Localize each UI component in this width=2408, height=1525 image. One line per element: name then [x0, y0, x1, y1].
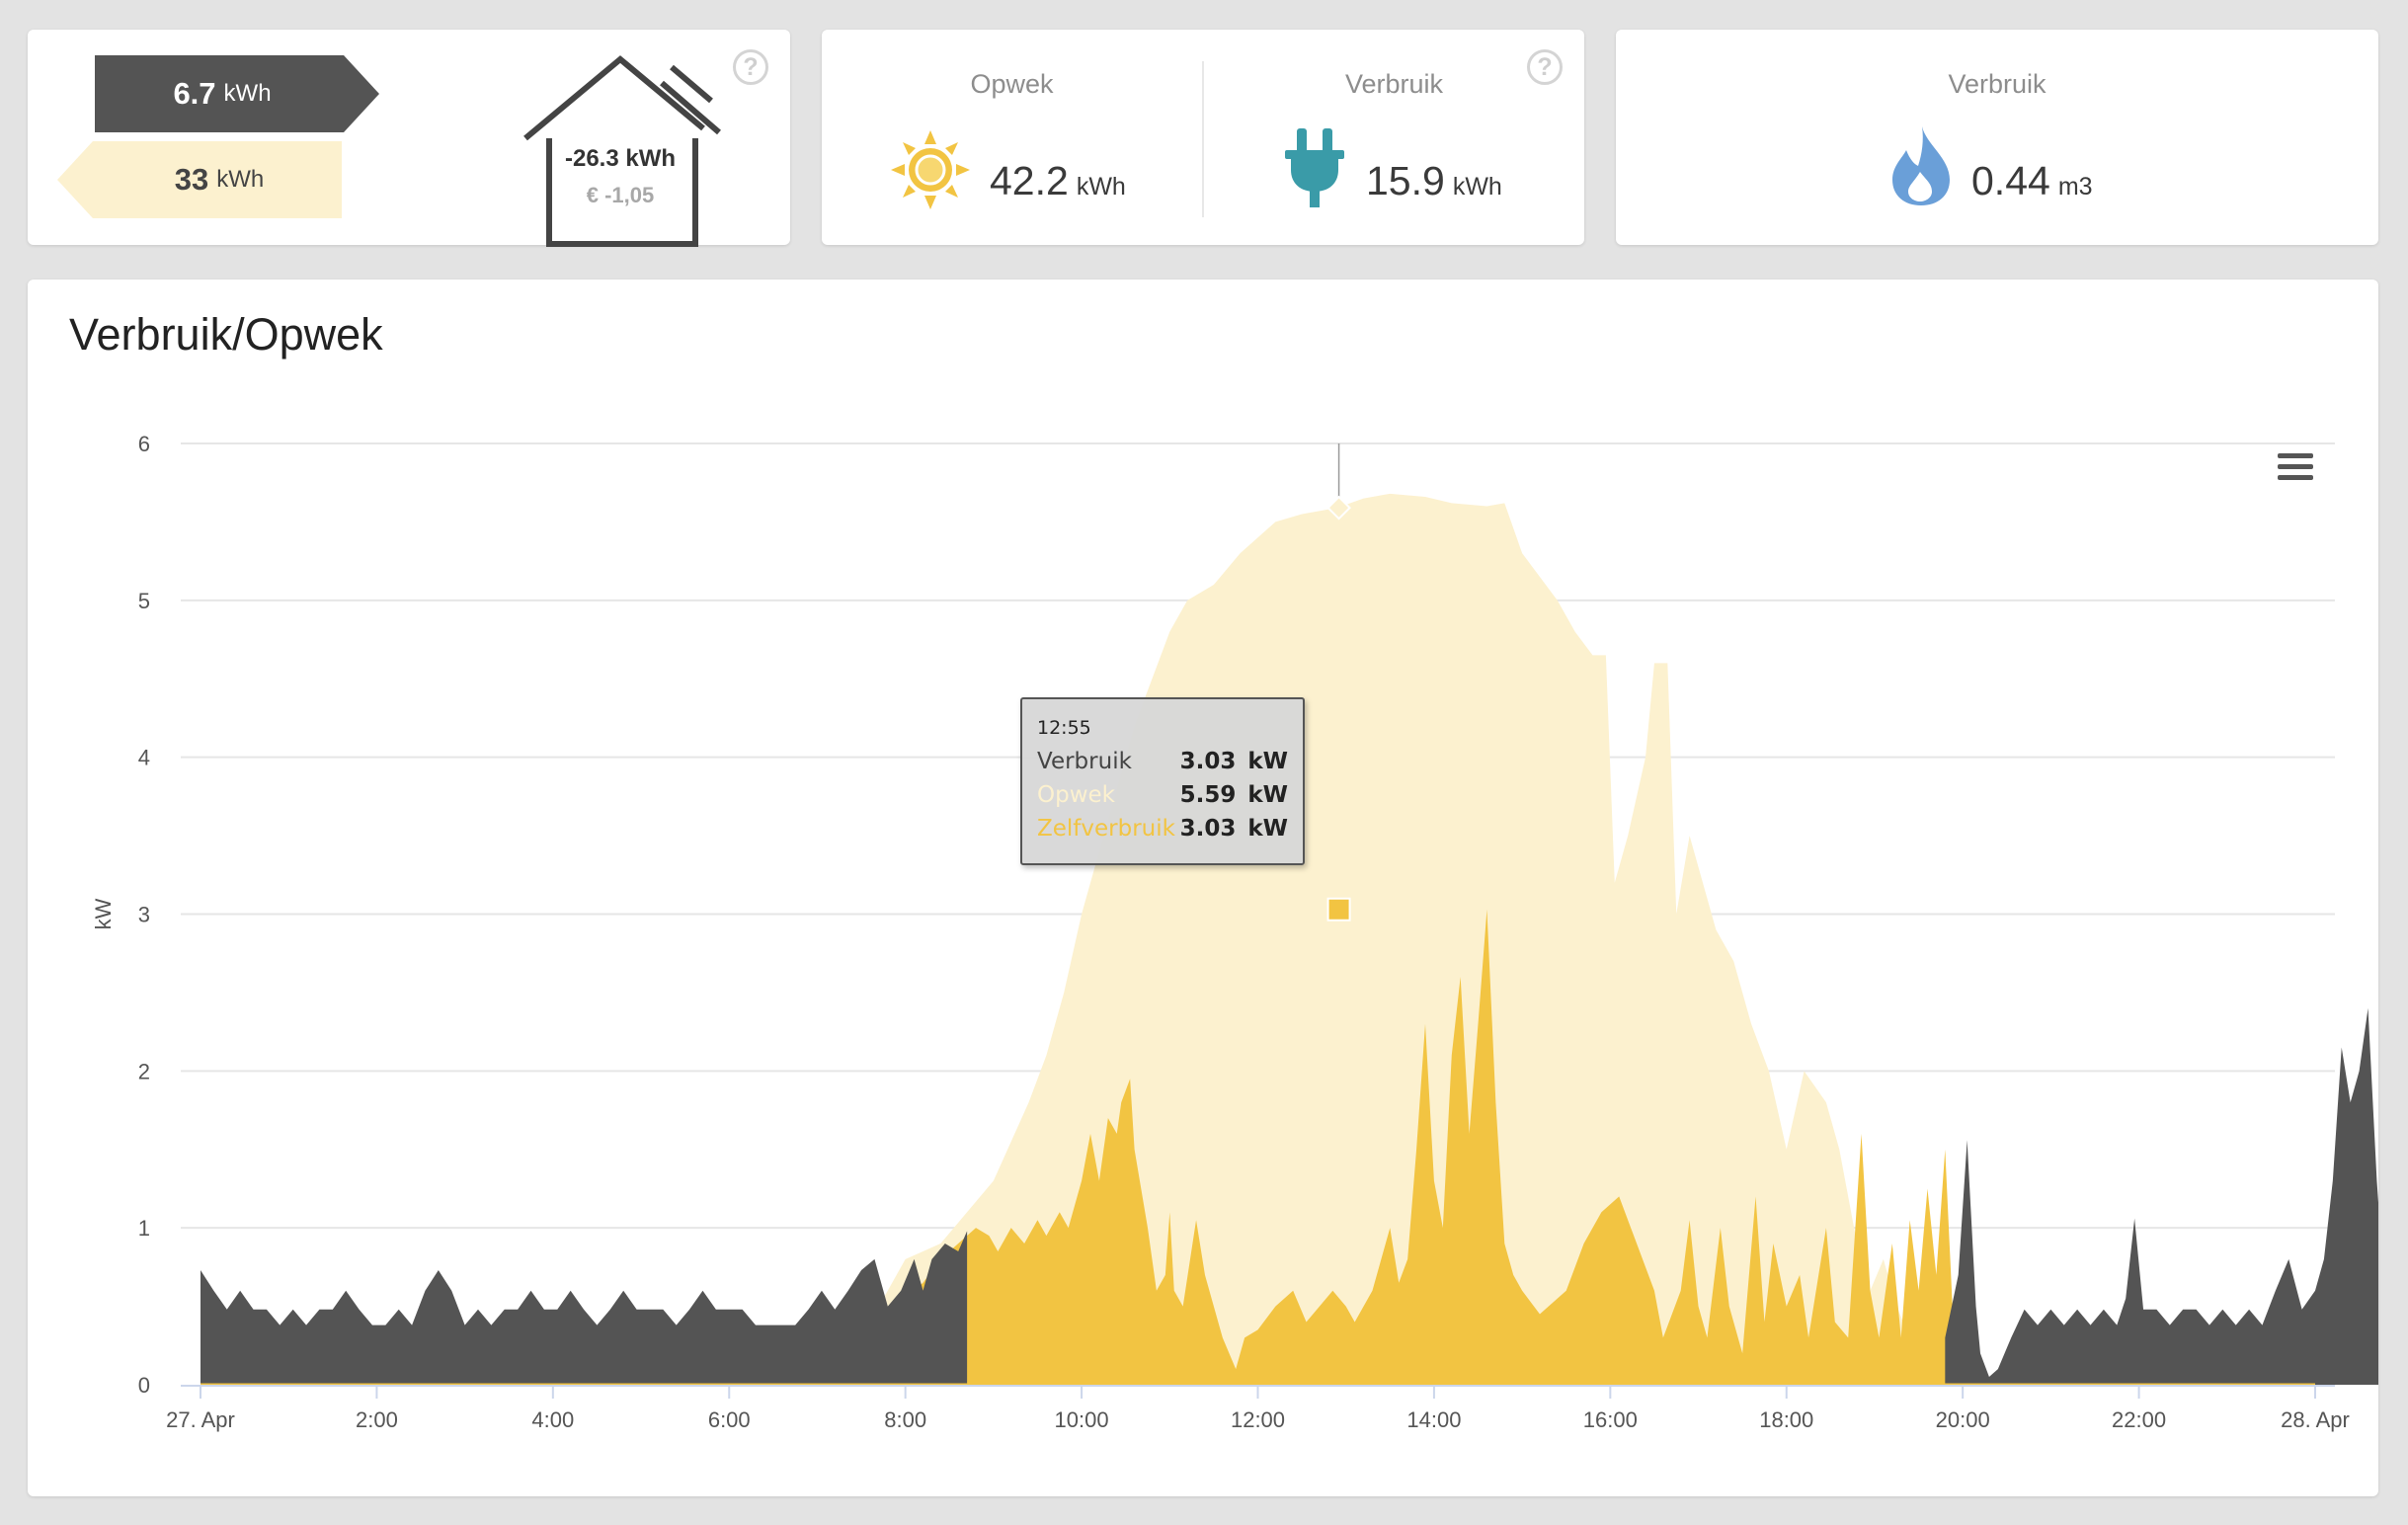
house-icon — [523, 55, 721, 247]
gas-value: 0.44 — [1971, 158, 2050, 203]
chart-tooltip: 12:55 Verbruik 3.03 kW Opwek 5.59 kW Zel… — [1020, 697, 1305, 865]
import-unit: kWh — [216, 166, 265, 193]
production-area — [790, 493, 1964, 1385]
balance-card: 6.7 kWh 33 kWh -26.3 kWh € -1,05 ? — [28, 30, 790, 247]
production-label: Opwek — [970, 69, 1054, 99]
x-tick-label: 8:00 — [884, 1407, 926, 1432]
tooltip-series-name: Opwek — [1037, 782, 1115, 808]
tooltip-unit: kW — [1247, 782, 1288, 808]
gas-unit: m3 — [2057, 173, 2093, 201]
y-tick-label: 5 — [138, 589, 150, 613]
hamburger-menu-icon[interactable] — [2278, 453, 2313, 481]
chart-plot: 0 1 2 3 4 5 6 kW 27. Apr 2:00 4:00 6:00 8:00 10:00 12:… — [91, 432, 2378, 1432]
gas-value-wrap: 0.44 m3 — [1971, 158, 2093, 204]
tooltip-row: Verbruik 3.03 kW — [1037, 745, 1288, 778]
export-arrow: 6.7 kWh — [95, 55, 379, 132]
production-value: 42.2 — [990, 158, 1069, 203]
consumption-area — [1945, 1007, 2378, 1385]
x-tick-label: 28. Apr — [2281, 1407, 2350, 1432]
tooltip-value: 5.59 — [1179, 782, 1237, 808]
gas-metric: Verbruik 0.44 m3 — [1616, 30, 2378, 245]
y-tick-label: 4 — [138, 746, 150, 770]
self-consumption-marker — [1326, 897, 1351, 922]
gas-label: Verbruik — [1948, 69, 2047, 99]
y-axis-label: kW — [91, 898, 116, 929]
tooltip-unit: kW — [1247, 749, 1288, 774]
consumption-value-wrap: 15.9 kWh — [1366, 158, 1502, 204]
consumption-unit: kWh — [1452, 173, 1502, 201]
import-arrow: 33 kWh — [57, 141, 342, 218]
x-tick-label: 16:00 — [1583, 1407, 1638, 1432]
chart-card: Verbruik/Opwek 0 1 2 3 4 5 6 kW 27. Apr 2:00 4:00 6… — [28, 280, 2378, 1496]
x-tick-label: 14:00 — [1406, 1407, 1461, 1432]
production-marker — [1326, 495, 1351, 521]
tooltip-value: 3.03 — [1179, 816, 1237, 842]
y-tick-label: 1 — [138, 1216, 150, 1241]
x-tick-label: 10:00 — [1055, 1407, 1109, 1432]
flame-icon — [1892, 126, 1950, 205]
x-tick-label: 6:00 — [708, 1407, 751, 1432]
help-icon[interactable]: ? — [733, 49, 768, 85]
export-unit: kWh — [223, 80, 272, 107]
electricity-card: Opwek 42.2 kWh Verbruik — [822, 30, 1584, 245]
x-tick-label: 18:00 — [1759, 1407, 1813, 1432]
tooltip-unit: kW — [1247, 816, 1288, 842]
tooltip-row: Zelfverbruik 3.03 kW — [1037, 812, 1288, 845]
consumption-value: 15.9 — [1366, 158, 1445, 203]
x-tick-label: 27. Apr — [166, 1407, 235, 1432]
x-tick-label: 12:00 — [1231, 1407, 1285, 1432]
x-tick-label: 20:00 — [1936, 1407, 1990, 1432]
self-consumption-area — [790, 909, 1976, 1385]
gas-card: Verbruik 0.44 m3 — [1616, 30, 2378, 245]
tooltip-time: 12:55 — [1037, 717, 1091, 739]
x-tick-label: 4:00 — [531, 1407, 574, 1432]
plug-icon — [1285, 128, 1344, 207]
x-tick-label: 22:00 — [2112, 1407, 2166, 1432]
help-icon[interactable]: ? — [1527, 49, 1563, 85]
x-tick-label: 2:00 — [356, 1407, 398, 1432]
tooltip-value: 3.03 — [1179, 749, 1237, 774]
sun-icon — [891, 130, 970, 209]
y-tick-label: 3 — [138, 903, 150, 927]
production-unit: kWh — [1076, 173, 1126, 201]
tooltip-series-name: Verbruik — [1037, 749, 1132, 774]
export-value: 6.7 — [173, 76, 216, 111]
y-tick-label: 6 — [138, 432, 150, 456]
net-energy: -26.3 kWh — [564, 145, 677, 172]
y-tick-label: 2 — [138, 1059, 150, 1084]
tooltip-series-name: Zelfverbruik — [1037, 816, 1175, 842]
consumption-area — [201, 1231, 968, 1385]
production-metric: Opwek 42.2 kWh — [822, 30, 1202, 245]
y-tick-label: 0 — [138, 1373, 150, 1398]
divider — [1202, 61, 1204, 217]
production-value-wrap: 42.2 kWh — [990, 158, 1126, 204]
consumption-label: Verbruik — [1344, 69, 1444, 99]
tooltip-row: Opwek 5.59 kW — [1037, 778, 1288, 812]
import-value: 33 — [174, 162, 209, 197]
net-cost: € -1,05 — [586, 183, 655, 207]
chart-title: Verbruik/Opwek — [69, 309, 383, 360]
consumption-metric: Verbruik 15.9 kWh — [1204, 30, 1584, 245]
